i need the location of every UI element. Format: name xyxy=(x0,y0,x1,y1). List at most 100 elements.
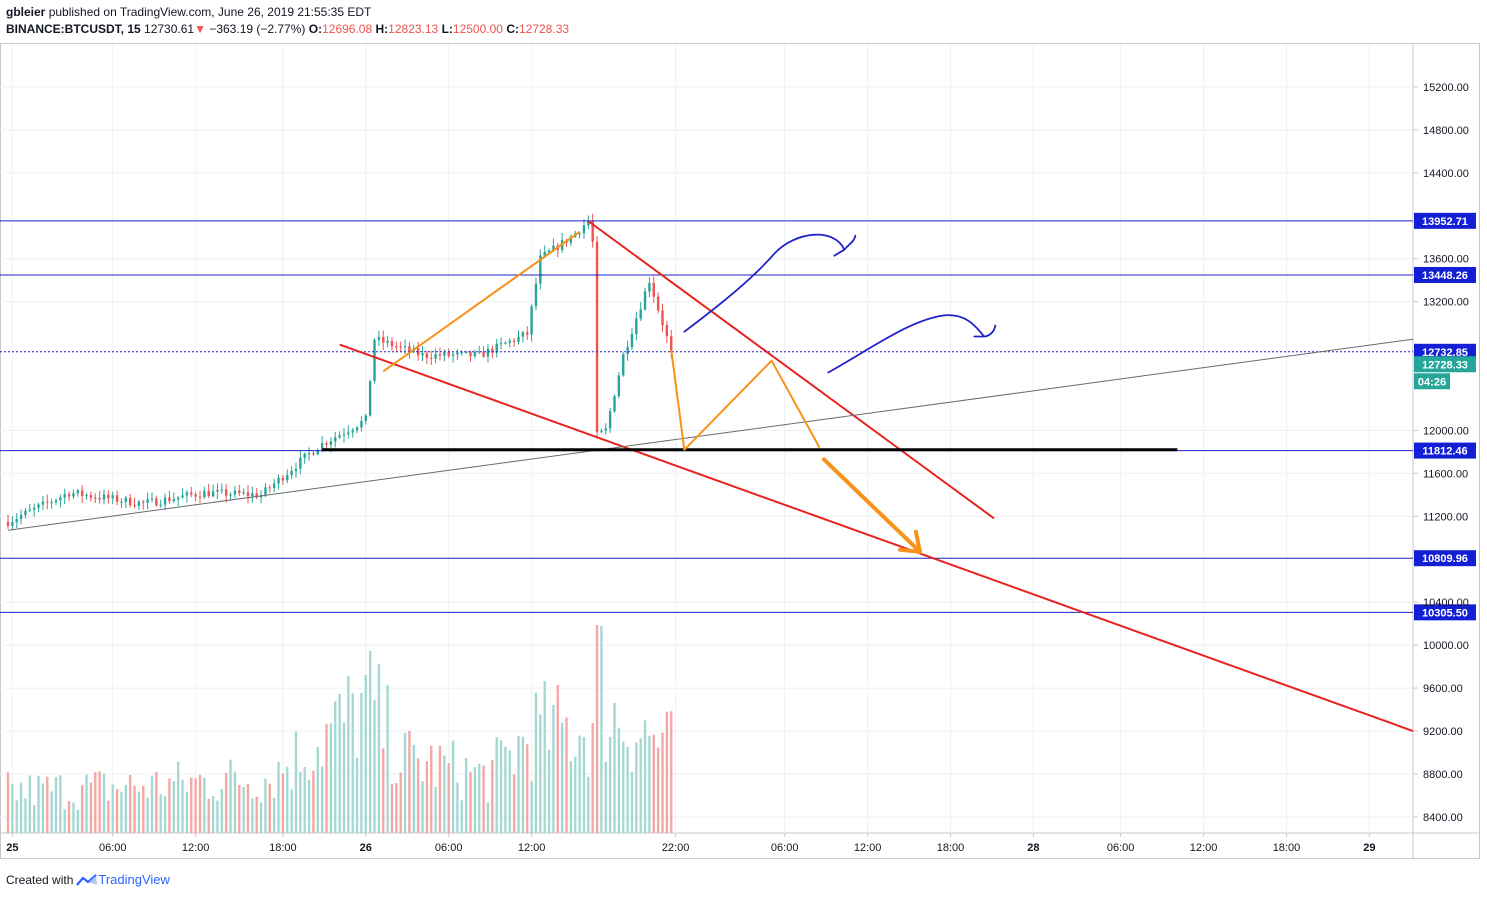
volume-bar xyxy=(421,781,424,833)
candle-body xyxy=(329,441,333,445)
level-price-tag-bg xyxy=(1414,550,1476,567)
last-price: 12730.61 xyxy=(144,22,195,36)
candle-body xyxy=(76,490,80,494)
y-tick-label: 14400.00 xyxy=(1423,168,1469,180)
candle-body xyxy=(521,332,525,337)
candle-body xyxy=(111,495,114,499)
volume-bar xyxy=(124,784,128,833)
volume-bar xyxy=(246,783,250,833)
volume-bar xyxy=(272,797,276,833)
volume-bar xyxy=(342,722,346,833)
volume-bar xyxy=(11,783,14,833)
candle-body xyxy=(377,337,381,340)
candle-body xyxy=(390,341,394,347)
volume-bar xyxy=(569,761,573,833)
countdown-tag-label: 04:26 xyxy=(1418,376,1446,388)
volume-bar xyxy=(255,796,258,833)
candle-body xyxy=(229,494,232,496)
volume-bar xyxy=(595,625,599,833)
candle-body xyxy=(517,336,520,342)
candle-body xyxy=(63,494,66,498)
candle-body xyxy=(233,490,237,495)
candle-body xyxy=(403,346,407,348)
author-name[interactable]: gbleier xyxy=(6,5,46,19)
candle-body xyxy=(325,443,328,445)
x-tick-label: 12:00 xyxy=(854,842,882,854)
volume-bar xyxy=(360,693,363,833)
x-tick-label: 06:00 xyxy=(99,842,127,854)
volume-bar xyxy=(399,772,402,833)
volume-bar xyxy=(408,730,411,833)
volume-bar xyxy=(373,700,376,833)
volume-bar xyxy=(587,776,590,833)
volume-bar xyxy=(63,809,66,833)
tradingview-brand[interactable]: TradingView xyxy=(76,872,170,888)
candle-body xyxy=(146,499,149,503)
candle-body xyxy=(447,352,450,356)
x-tick-label: 28 xyxy=(1027,842,1039,854)
volume-bar xyxy=(338,693,341,833)
symbol-label[interactable]: BINANCE:BTCUSDT, 15 xyxy=(6,22,141,36)
y-tick-label: 13600.00 xyxy=(1423,254,1469,266)
candle-body xyxy=(504,342,507,344)
volume-bar xyxy=(395,782,398,833)
candle-body xyxy=(665,325,669,337)
candle-body xyxy=(547,250,551,253)
x-tick-label: 18:00 xyxy=(937,842,965,854)
volume-bar xyxy=(478,763,481,833)
candle-body xyxy=(207,490,210,497)
level-price-tag-bg xyxy=(1414,604,1476,621)
candle-body xyxy=(272,483,276,488)
candle-body xyxy=(582,225,586,234)
candle-body xyxy=(364,415,367,421)
candle-body xyxy=(320,443,324,450)
volume-bar xyxy=(622,741,625,833)
volume-bar xyxy=(128,774,132,833)
volume-bar xyxy=(447,763,450,833)
candle-body xyxy=(512,340,516,342)
x-tick-label: 06:00 xyxy=(1107,842,1135,854)
volume-bar xyxy=(613,702,616,833)
level-price-tag-label: 10305.50 xyxy=(1422,607,1468,619)
volume-bar xyxy=(46,776,49,833)
candle-body xyxy=(85,495,88,497)
volume-bar xyxy=(211,796,215,833)
candle-body xyxy=(386,341,389,343)
candle-body xyxy=(478,351,481,353)
volume-bar xyxy=(19,782,23,833)
volume-bar xyxy=(643,720,647,833)
tradingview-logo-icon xyxy=(76,874,98,886)
candle-body xyxy=(495,343,498,353)
candle-body xyxy=(211,491,215,497)
volume-bar xyxy=(582,736,586,833)
volume-bar xyxy=(425,761,429,833)
candle-body xyxy=(661,310,664,326)
volume-bar xyxy=(639,738,642,833)
current-price-tag-label: 12732.85 xyxy=(1422,347,1468,359)
candle-body xyxy=(368,381,372,416)
candle-body xyxy=(639,309,642,319)
high-value: 12823.13 xyxy=(388,22,439,36)
volume-bar xyxy=(163,796,167,833)
candle-body xyxy=(312,453,315,455)
y-tick-label: 12000.00 xyxy=(1423,425,1469,437)
candle-body xyxy=(508,340,511,343)
candle-body xyxy=(185,492,189,496)
volume-bar xyxy=(556,684,559,833)
volume-bar xyxy=(155,771,158,833)
candle-body xyxy=(622,354,625,376)
orange-arrow-head xyxy=(897,529,922,554)
candle-body xyxy=(643,291,647,310)
high-label: H: xyxy=(375,22,389,36)
candle-body xyxy=(626,347,629,355)
volume-bar xyxy=(220,789,224,833)
volume-bar xyxy=(460,800,463,833)
tradingview-brand-label: TradingView xyxy=(98,872,170,887)
volume-bar xyxy=(264,778,267,833)
trendline-lower-red xyxy=(339,343,1414,732)
x-tick-label: 12:00 xyxy=(1190,842,1218,854)
candle-body xyxy=(486,348,490,357)
volume-bar xyxy=(142,785,145,833)
volume-bar xyxy=(377,664,381,833)
